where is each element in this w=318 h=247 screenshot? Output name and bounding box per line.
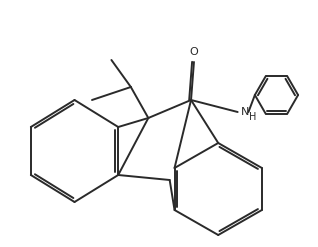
Text: O: O: [190, 47, 198, 57]
Text: H: H: [249, 112, 257, 122]
Text: N: N: [241, 107, 249, 117]
